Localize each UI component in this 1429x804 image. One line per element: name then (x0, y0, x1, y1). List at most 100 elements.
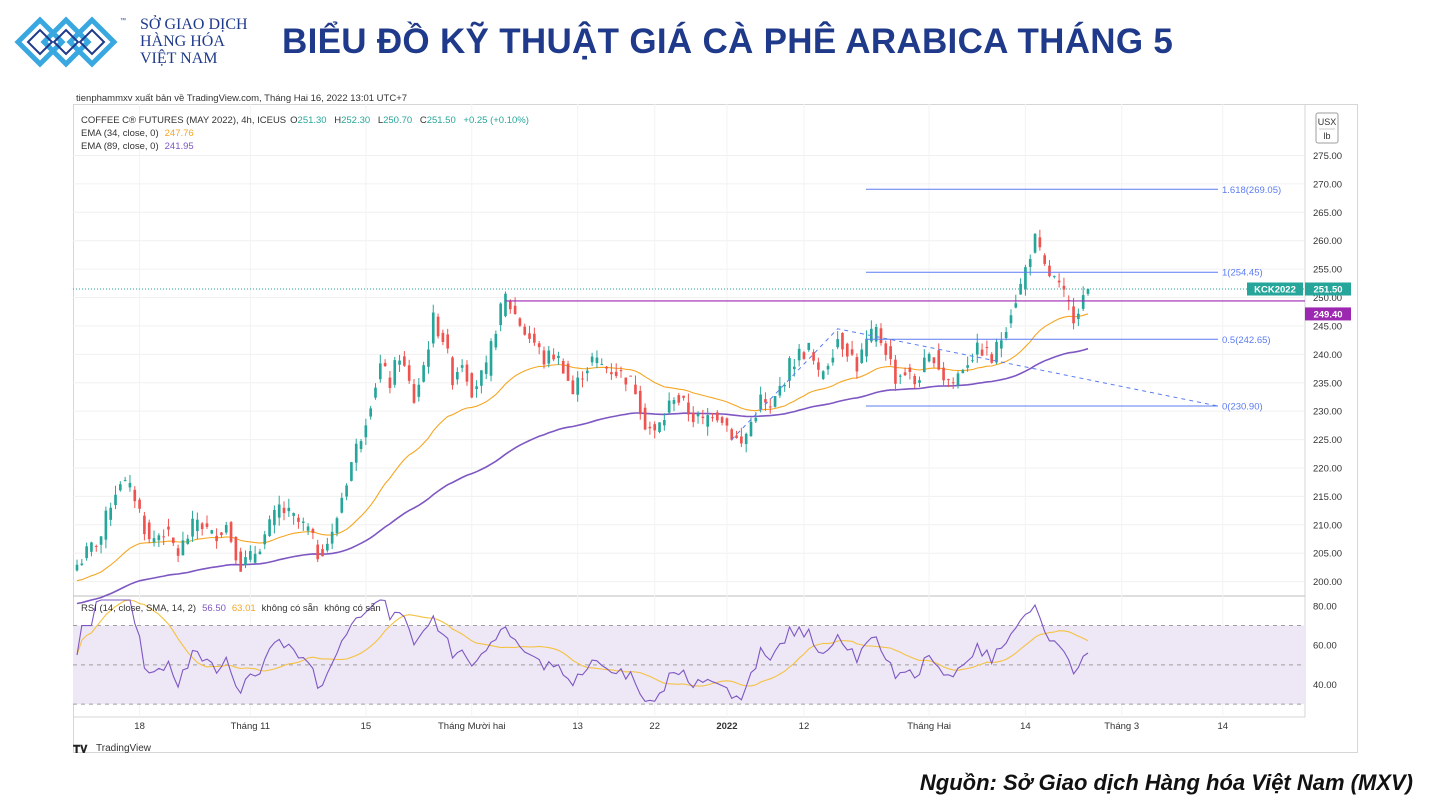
ema34-legend: EMA (34, close, 0) 247.76 (81, 128, 194, 139)
candle (942, 361, 945, 386)
candle (1019, 278, 1022, 295)
candle-body (600, 364, 604, 366)
candle-body (1043, 255, 1046, 264)
candle-body (210, 530, 214, 534)
candle (205, 515, 209, 529)
candle (624, 377, 628, 392)
candle-body (749, 421, 753, 437)
candle-body (826, 365, 830, 370)
candle (176, 544, 180, 563)
candle-body (831, 357, 835, 363)
candle-body (879, 328, 883, 344)
candle-body (884, 343, 888, 355)
candle-body (1033, 233, 1037, 253)
candle (465, 360, 469, 386)
candle-body (850, 349, 854, 355)
candle (383, 359, 387, 367)
ohlc-l-label: L (378, 115, 383, 126)
candle (614, 363, 618, 379)
candle-body (677, 395, 681, 403)
candle (104, 506, 108, 549)
last-price-tag (1305, 282, 1351, 296)
candle-body (870, 328, 873, 342)
trademark-mark: ™ (120, 18, 126, 24)
candle-body (412, 384, 416, 403)
candle-body (836, 339, 839, 348)
candle-body (196, 519, 199, 532)
candle (932, 357, 936, 368)
candle-body (797, 348, 801, 361)
ema89-value: 241.95 (165, 141, 194, 152)
candle (677, 392, 681, 406)
candle (995, 338, 998, 365)
candle (456, 367, 459, 385)
candle (431, 304, 435, 348)
ohlc-change: +0.25 (+0.10%) (463, 115, 529, 126)
candle (427, 341, 430, 374)
candle (369, 405, 372, 420)
candle-body (311, 529, 315, 533)
candle-body (306, 526, 310, 531)
candle-body (658, 422, 661, 433)
candle-body (518, 318, 522, 326)
candle-body (759, 394, 762, 410)
ohlc-o: 251.30 (298, 115, 327, 126)
candle (720, 415, 724, 426)
candle (865, 330, 868, 363)
candle-body (229, 522, 233, 542)
candle-body (393, 360, 397, 385)
candle (1072, 297, 1075, 330)
candle-body (292, 513, 295, 516)
candle (850, 340, 854, 357)
candle (229, 520, 233, 544)
candle-body (874, 326, 878, 342)
org-name-line3: VIỆT NAM (140, 50, 218, 67)
candle (533, 327, 536, 346)
candle-body (590, 356, 594, 363)
candle (282, 501, 286, 521)
candle (171, 537, 175, 547)
candle-body (971, 360, 974, 362)
source-note: Nguồn: Sở Giao dịch Hàng hóa Việt Nam (M… (919, 770, 1413, 795)
rsi-value: 56.50 (202, 603, 226, 614)
candle (629, 375, 632, 377)
candle-body (889, 346, 892, 360)
candle (152, 530, 156, 547)
price-chart-svg[interactable]: 1.618(269.05) 1(254.45) 0.5(242.65) 0(230.9… (73, 88, 1358, 756)
candle-body (335, 518, 339, 534)
candle-body (956, 373, 960, 386)
candle-body (725, 418, 729, 426)
chart-border (73, 104, 1358, 753)
y-tick-label: 255.00 (1313, 265, 1342, 276)
candle (513, 297, 517, 315)
candle-body (234, 536, 238, 561)
candle-body (966, 365, 969, 368)
candle-body (807, 342, 811, 350)
candle (966, 356, 969, 372)
candle (547, 346, 551, 368)
candle (364, 418, 368, 446)
candle (730, 427, 734, 441)
currency-unit-box[interactable]: USX lb (1315, 112, 1339, 144)
candle (653, 421, 657, 439)
candle (191, 510, 194, 542)
candle (836, 331, 839, 350)
org-name-line1: SỞ GIAO DỊCH (140, 16, 248, 33)
grid (73, 104, 1305, 717)
candle (889, 339, 892, 366)
candle (1004, 327, 1008, 341)
candle (75, 559, 79, 572)
candle-body (942, 367, 945, 381)
candle-body (513, 305, 517, 314)
fib-level-label: 1(254.45) (1222, 268, 1263, 279)
candle (576, 371, 580, 402)
candle-body (951, 382, 955, 384)
candle-body (133, 489, 137, 502)
candle-body (143, 515, 146, 535)
x-tick-label: 14 (1020, 721, 1031, 732)
tradingview-brand-text: TradingView (96, 743, 152, 754)
candle (590, 352, 594, 366)
candle (566, 360, 570, 382)
candle-body (109, 507, 113, 520)
tradingview-chart[interactable]: 1.618(269.05) 1(254.45) 0.5(242.65) 0(230.9… (73, 88, 1358, 756)
